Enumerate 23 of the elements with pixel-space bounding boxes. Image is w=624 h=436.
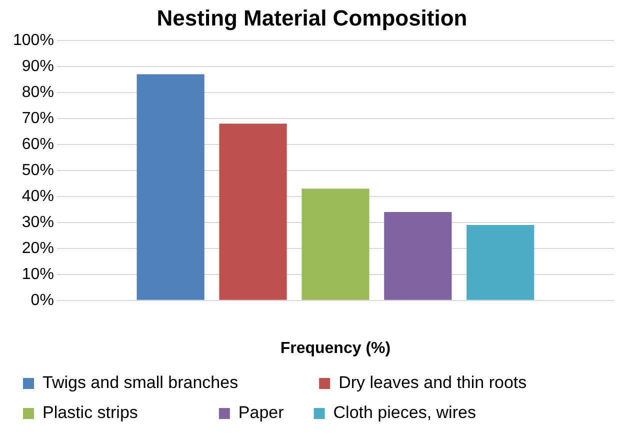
y-tick-label: 50%	[22, 162, 54, 179]
chart-title: Nesting Material Composition	[156, 5, 468, 30]
y-tick-label: 90%	[22, 58, 54, 75]
y-tick-label: 20%	[22, 240, 54, 257]
y-tick-label: 30%	[22, 214, 54, 231]
y-tick-label: 70%	[22, 110, 54, 127]
legend-label: Cloth pieces, wires	[333, 403, 544, 422]
legend-label: Plastic strips	[42, 403, 206, 422]
legend-label: Paper	[238, 403, 301, 422]
bar	[384, 212, 452, 300]
bar	[136, 74, 204, 300]
y-tick-label: 10%	[22, 266, 54, 283]
y-tick-label: 40%	[22, 188, 54, 205]
y-tick-label: 0%	[30, 292, 54, 309]
y-tick-label: 100%	[13, 32, 54, 49]
bar	[219, 124, 287, 300]
y-tick-label: 60%	[22, 136, 54, 153]
legend-label: Twigs and small branches	[42, 373, 306, 392]
legend-label: Dry leaves and thin roots	[338, 373, 544, 392]
x-axis-title: Frequency (%)	[280, 340, 391, 357]
y-tick-label: 80%	[22, 84, 54, 101]
bar	[466, 225, 534, 300]
bar	[302, 188, 370, 300]
